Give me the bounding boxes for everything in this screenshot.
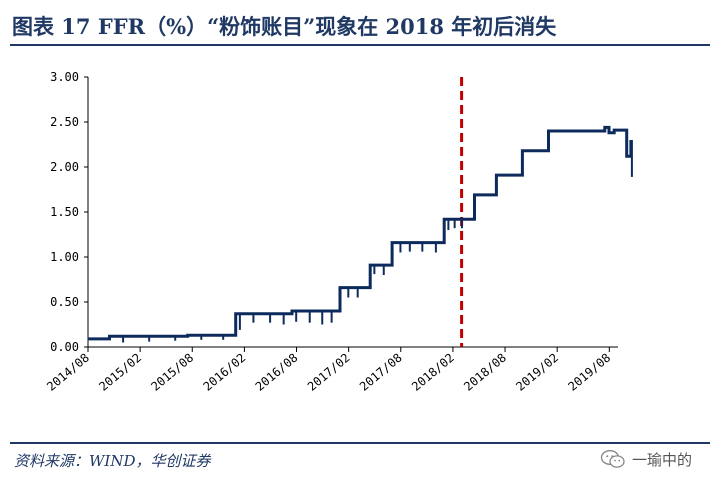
x-tick-label: 2016/08 [253, 351, 301, 394]
chart-title: 图表 17 FFR（%）“粉饰账目”现象在 2018 年初后消失 [12, 14, 557, 39]
y-axis-ticks: 3.00 2.50 2.00 1.50 1.00 0.50 0.00 [50, 70, 88, 354]
y-tick-label: 0.50 [50, 295, 79, 309]
y-tick-label: 2.50 [50, 115, 79, 129]
wechat-icon [600, 450, 625, 468]
chart-axes [87, 77, 618, 348]
title-bar: 图表 17 FFR（%）“粉饰账目”现象在 2018 年初后消失 [10, 4, 710, 46]
x-tick-label: 2019/08 [565, 351, 613, 394]
y-tick-label: 1.50 [50, 205, 79, 219]
footer-divider [10, 442, 710, 444]
series-layer [87, 125, 633, 343]
y-tick-label: 1.00 [50, 250, 79, 264]
watermark-text: 一瑜中的 [632, 450, 693, 469]
x-tick-label: 2017/08 [357, 351, 405, 394]
y-tick-label: 2.00 [50, 160, 79, 174]
x-tick-label: 2018/08 [461, 351, 509, 394]
x-tick-label: 2019/02 [513, 351, 561, 394]
x-tick-label: 2014/08 [44, 351, 92, 394]
x-axis-ticks: 2014/08 2015/02 2015/08 2016/02 2016/08 2017/… [44, 347, 613, 394]
x-tick-label: 2017/02 [305, 351, 353, 394]
watermark: 一瑜中的 [600, 444, 692, 474]
x-tick-label: 2018/02 [409, 351, 457, 394]
y-tick-label: 3.00 [50, 70, 79, 84]
chart: 3.002.502.001.501.000.500.00 2014/08 2015… [44, 70, 633, 394]
y-tick-label: 0.00 [50, 340, 79, 354]
source-note: 资料来源：WIND，华创证券 [14, 452, 211, 470]
x-tick-label: 2016/02 [201, 351, 249, 394]
x-tick-label: 2015/08 [148, 351, 196, 394]
series-line-ffr [87, 125, 633, 341]
x-tick-label: 2015/02 [96, 351, 144, 394]
